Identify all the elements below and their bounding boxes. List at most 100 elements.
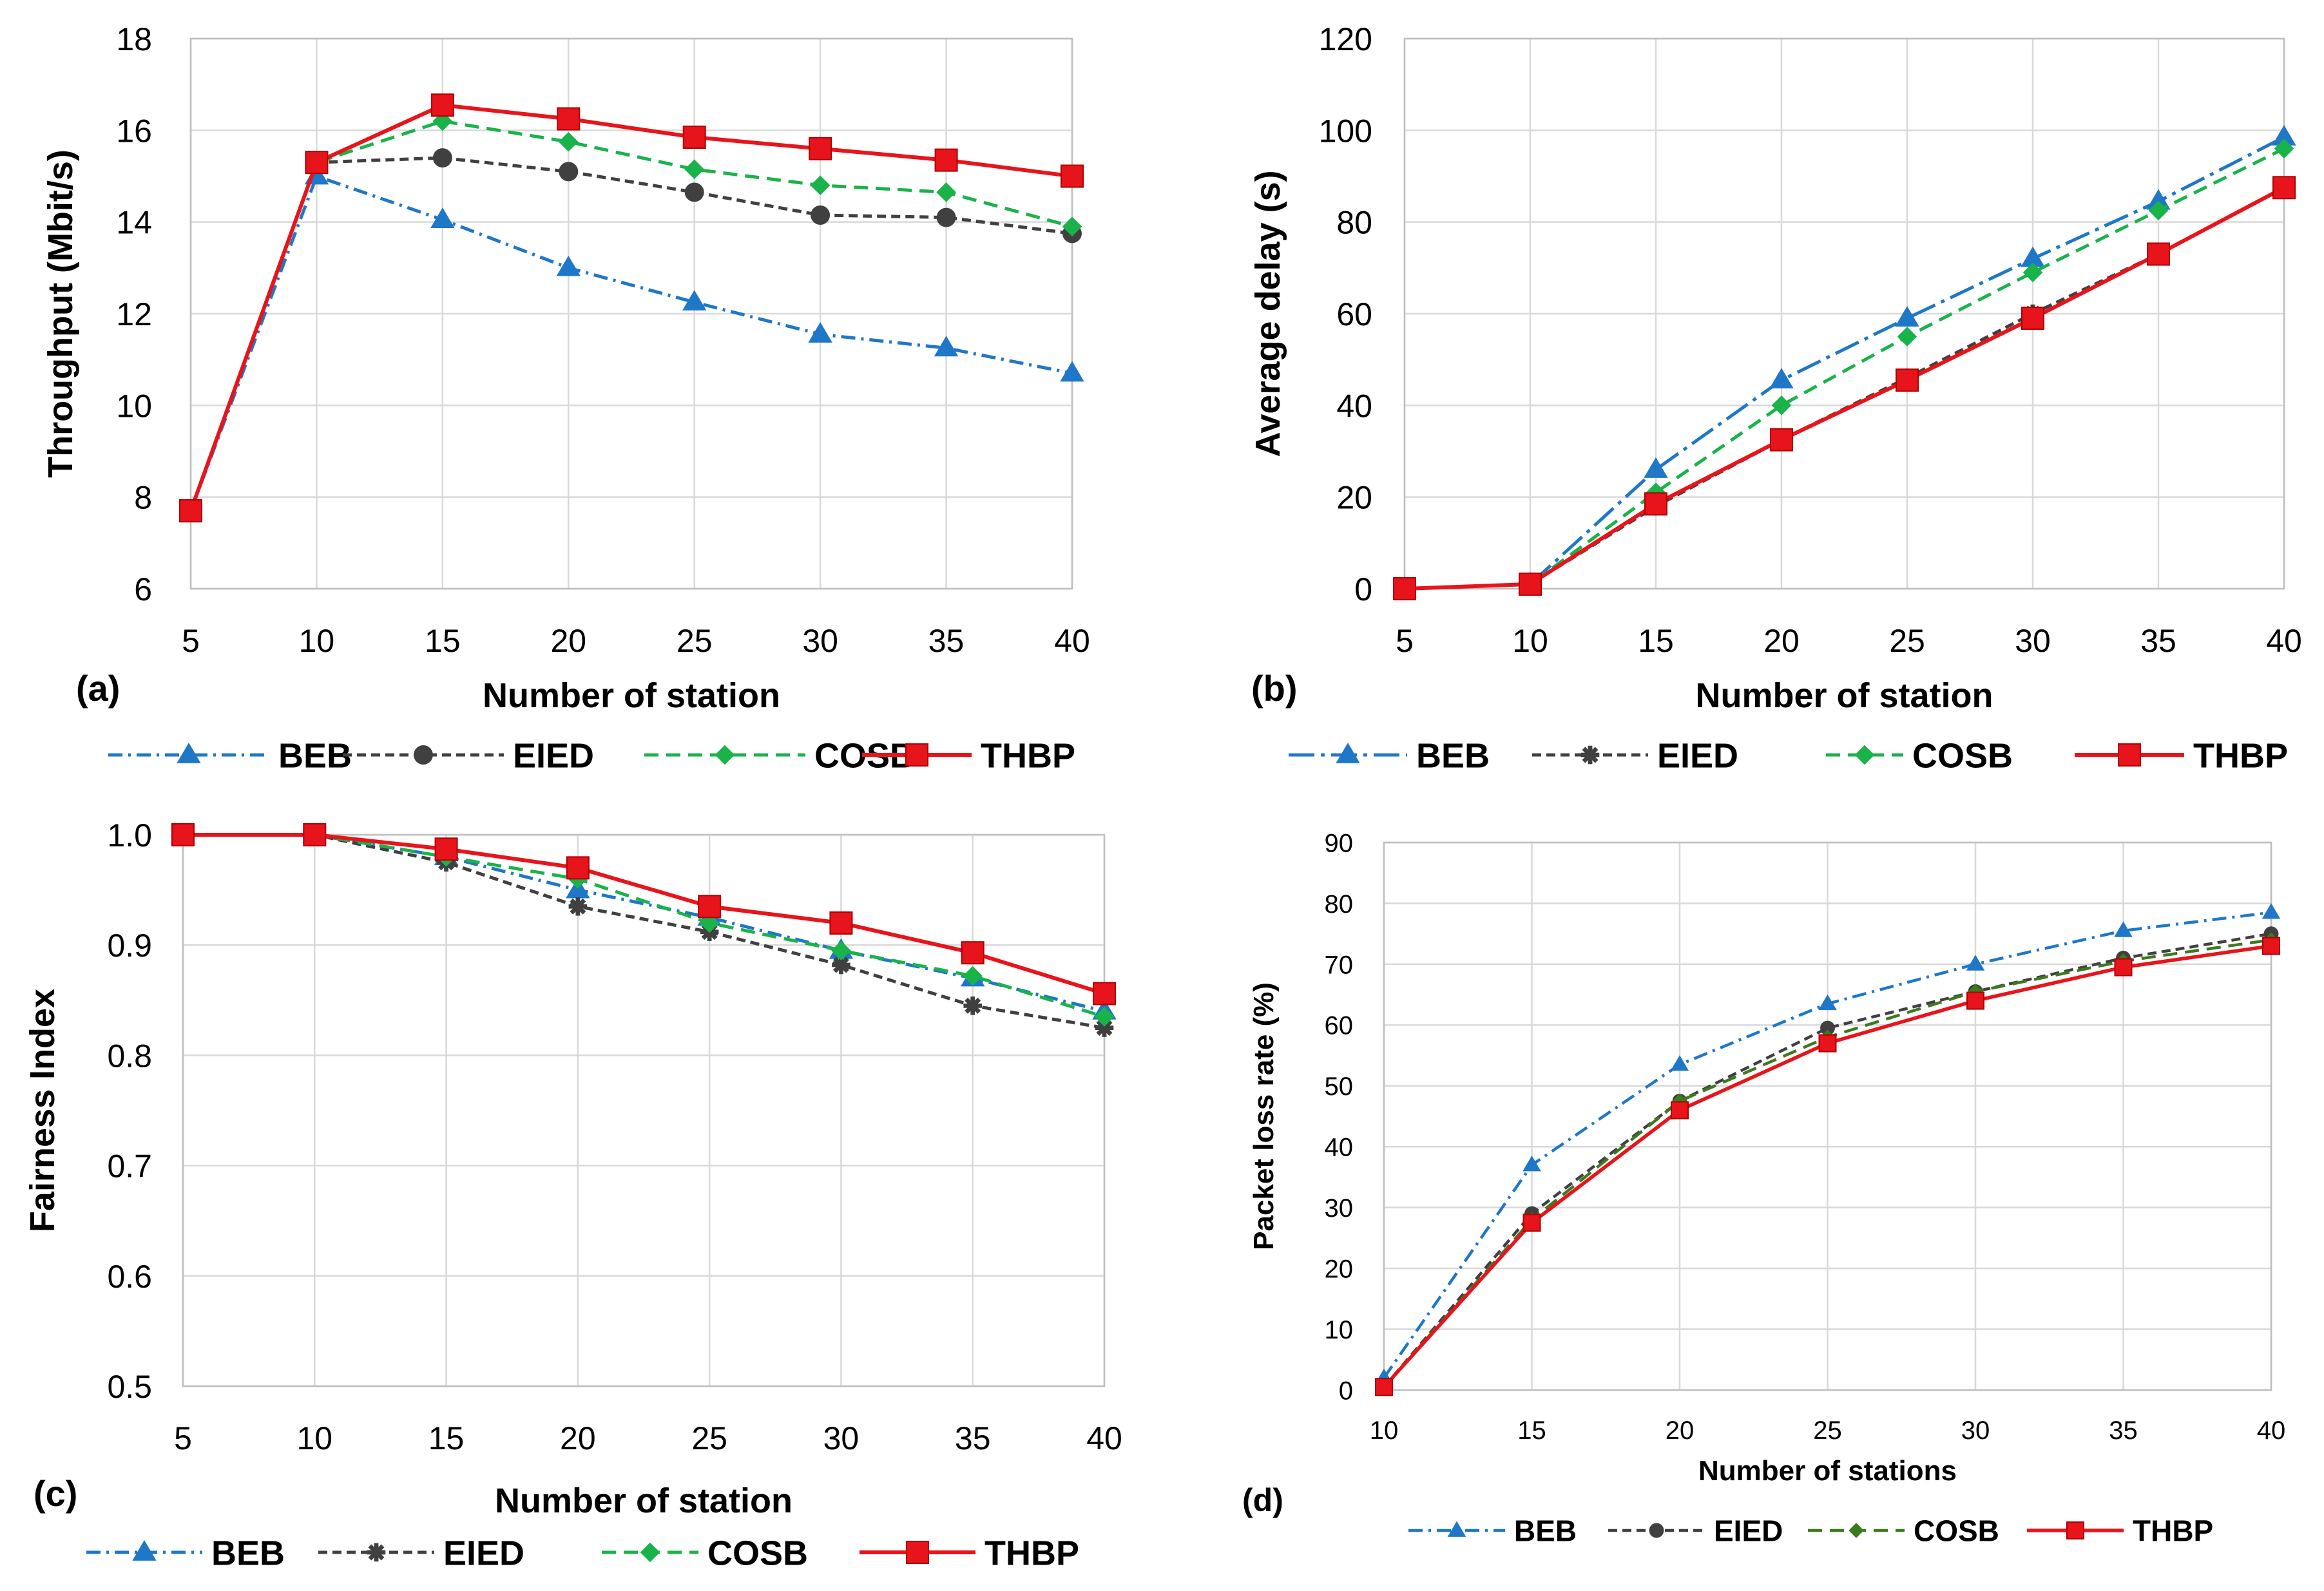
x-tick-label: 35 [2140, 623, 2176, 659]
data-point-thbp [698, 895, 722, 919]
x-tick-label: 40 [1086, 1420, 1122, 1456]
data-point-thbp [305, 151, 329, 175]
y-tick-label: 10 [1325, 1316, 1354, 1344]
data-point-cosb [810, 175, 831, 196]
data-point-beb [934, 336, 959, 357]
data-point-beb [808, 322, 832, 343]
y-tick-label: 60 [1336, 296, 1372, 332]
data-point-thbp [1818, 1034, 1837, 1053]
x-tick-label: 25 [677, 623, 713, 659]
y-tick-label: 16 [116, 113, 152, 149]
series-line-cosb [1404, 147, 2285, 591]
x-tick-label: 10 [1512, 623, 1548, 659]
data-point-beb [1522, 1156, 1541, 1172]
data-point-beb [1644, 457, 1668, 478]
legend-label-eied: EIED [443, 1534, 524, 1572]
data-point-thbp [2114, 958, 2133, 977]
x-tick-label: 10 [296, 1420, 332, 1456]
x-tick-label: 10 [1370, 1416, 1399, 1445]
series-line-thbp [183, 833, 1105, 996]
chart-d: 10 15 20 25 30 35 40 0 10 20 30 40 50 60 70 80 90 Number … [1242, 829, 2285, 1547]
data-point-thbp [1393, 577, 1416, 600]
x-tick-label: 40 [2266, 623, 2302, 659]
panel-label: (b) [1251, 668, 1298, 709]
marker-core [573, 902, 582, 911]
panel-label: (d) [1242, 1482, 1283, 1518]
y-tick-label: 0.9 [107, 928, 152, 964]
y-tick-label: 100 [1319, 113, 1372, 149]
x-tick-label: 30 [2015, 623, 2051, 659]
legend: BEB EIED COSB THBP [86, 1534, 1079, 1572]
panel-label: (c) [34, 1473, 77, 1514]
series-line-cosb [189, 119, 1073, 511]
y-tick-label: 70 [1325, 951, 1354, 979]
data-point-beb [556, 255, 581, 276]
y-axis-title: Packet loss rate (%) [1248, 982, 1280, 1250]
data-point-eied [936, 207, 956, 227]
data-point-beb [1895, 306, 1919, 327]
y-tick-label: 0.8 [107, 1038, 152, 1074]
data-point-cosb [1771, 395, 1792, 415]
legend-label-eied: EIED [1657, 736, 1738, 775]
data-point-cosb [1062, 216, 1082, 237]
data-point-thbp [2021, 307, 2044, 330]
y-tick-label: 20 [1336, 480, 1372, 516]
data-point-beb [430, 207, 455, 228]
data-point-thbp [2262, 937, 2280, 955]
x-tick-label: 5 [1396, 623, 1414, 659]
x-tick-label: 10 [299, 623, 335, 659]
data-point-cosb [2022, 262, 2043, 283]
data-point-eied [963, 996, 982, 1015]
data-point-thbp [303, 823, 327, 846]
legend: BEB EIED COSB THBP [108, 736, 1075, 775]
x-tick-label: 20 [1666, 1416, 1695, 1445]
y-tick-label: 40 [1336, 388, 1372, 424]
legend-label-cosb: COSB [1912, 736, 2013, 775]
data-point-thbp [1671, 1101, 1689, 1119]
data-point-cosb [558, 131, 579, 152]
data-point-thbp [1896, 368, 1919, 392]
x-tick-label: 30 [823, 1420, 859, 1456]
legend-marker-cosb [640, 1542, 660, 1563]
y-tick-label: 18 [116, 21, 152, 57]
y-tick-label: 50 [1325, 1072, 1354, 1101]
y-tick-label: 1.0 [107, 817, 152, 853]
data-point-thbp [1522, 1214, 1541, 1232]
y-tick-label: 90 [1325, 829, 1354, 857]
x-tick-label: 15 [1517, 1416, 1546, 1445]
x-axis-title: Number of station [1695, 676, 1993, 715]
series-line-cosb [183, 833, 1105, 1018]
x-tick-label: 5 [182, 623, 200, 659]
x-tick-label: 25 [691, 1420, 727, 1456]
y-tick-label: 12 [116, 296, 152, 332]
marker-core [836, 960, 846, 969]
data-point-thbp [961, 941, 984, 965]
legend-marker-thbp [906, 1541, 929, 1564]
data-point-beb [2114, 921, 2133, 937]
legend-label-thbp: THBP [2133, 1514, 2213, 1548]
legend-label-eied: EIED [1714, 1514, 1783, 1548]
data-point-cosb [1672, 1093, 1687, 1109]
y-tick-label: 6 [134, 571, 152, 607]
data-point-cosb [2148, 200, 2169, 221]
y-tick-label: 40 [1325, 1134, 1354, 1162]
data-point-cosb [963, 966, 983, 986]
x-tick-label: 15 [1638, 623, 1674, 659]
chart-c: 5 10 15 20 25 30 35 40 0.5 0.6 0.7 0.8 0.9 1.0 Number … [23, 817, 1122, 1572]
legend-marker-beb [132, 1540, 157, 1561]
y-tick-label: 8 [134, 480, 152, 516]
x-tick-label: 5 [174, 1420, 192, 1456]
marker-core [968, 1001, 977, 1011]
y-tick-label: 14 [116, 205, 152, 241]
data-point-thbp [2147, 242, 2170, 266]
legend: BEB EIED COSB THBP [1289, 736, 2288, 775]
legend-marker-beb [1336, 743, 1360, 763]
data-point-thbp [934, 148, 958, 172]
legend-marker-thbp [2118, 743, 2141, 767]
y-axis-title: Fairness Index [23, 989, 62, 1232]
y-axis-title: Average delay (s) [1249, 170, 1287, 457]
data-point-thbp [1644, 492, 1667, 516]
x-axis-title: Number of stations [1698, 1455, 1957, 1487]
legend-label-thbp: THBP [981, 736, 1075, 775]
panel-label: (a) [76, 668, 120, 709]
